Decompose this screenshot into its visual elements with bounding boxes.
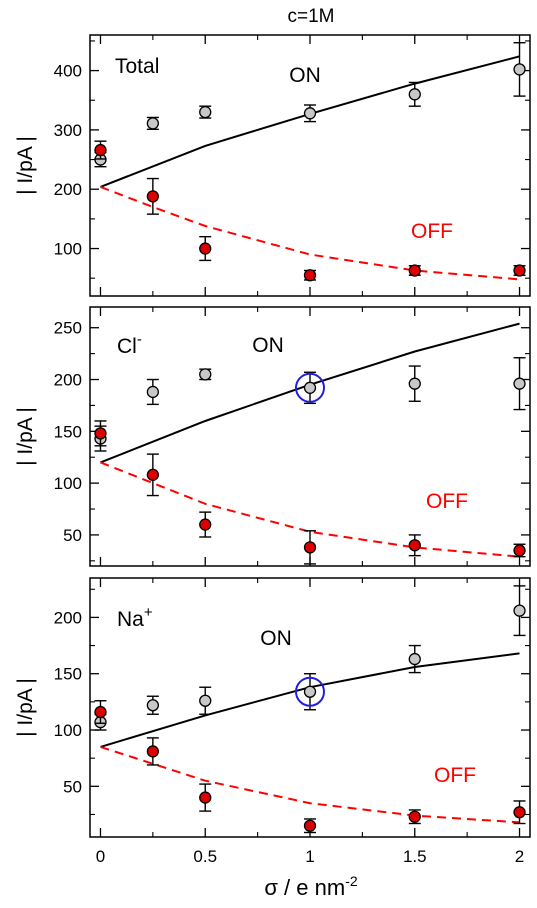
panel-1-y-tick-label: 100	[54, 240, 82, 259]
panel-3-y-tick-label: 100	[54, 721, 82, 740]
panel-1-y-tick-label: 200	[54, 180, 82, 199]
panel-2-on-data-point	[408, 377, 421, 390]
panel-1-off-data-point	[303, 269, 317, 282]
panel-1-y-axis-label: | I/pA |	[14, 136, 37, 195]
panel-3-panel-label-main: Na	[117, 608, 144, 631]
panel-1-panel-label: Total	[115, 55, 159, 78]
panel-3-panel-label-sup: +	[144, 604, 153, 621]
panel-3-panel-label: Na+	[117, 604, 153, 631]
panel-1-off-data-point	[408, 264, 421, 277]
panel-1-off-data-point	[94, 143, 107, 157]
panel-3-y-tick-label: 50	[63, 777, 82, 796]
panel-3-off-data-point	[146, 745, 160, 758]
panel-2-y-tick-label: 100	[54, 474, 82, 493]
panel-1-off-label: OFF	[411, 220, 453, 243]
panel-2-off-data-point	[94, 427, 107, 440]
panel-2-off-data-point	[199, 518, 212, 531]
panel-3-y-tick-label: 200	[54, 608, 82, 627]
panel-2-off-model-line	[100, 461, 520, 558]
x-axis-label-main: σ / e nm	[264, 875, 345, 900]
panel-3-off-data-point	[94, 705, 107, 719]
panel-1-y-tick-label: 300	[54, 121, 82, 140]
panel-2-on-data-point	[199, 368, 212, 381]
panel-2-off-data-point	[146, 468, 160, 481]
panel-2-off-data-point	[408, 539, 421, 552]
panel-2-panel-label-sup: -	[137, 331, 142, 348]
panel-3-on-data-point	[303, 685, 317, 698]
x-tick-label: 1	[305, 847, 314, 866]
panel-3: 0 0.5 1 1.5 2 50 100 150 200 | I/pA | Na+ ON OFF	[14, 577, 531, 866]
panel-2-highlight-circle	[295, 372, 325, 403]
panel-2-off-label: OFF	[426, 490, 468, 513]
x-tick-label: 0	[96, 847, 105, 866]
panel-3-off-data-point	[303, 819, 317, 832]
panel-3-highlight-circle	[295, 676, 325, 707]
panel-2-y-axis-label: | I/pA |	[14, 407, 37, 466]
panel-1-off-data-point	[146, 190, 160, 203]
panel-3-off-model-line	[100, 745, 520, 824]
panel-1-on-data-point	[408, 88, 421, 101]
figure-title: c=1M	[288, 6, 335, 27]
panel-1-panel-label-main: Total	[115, 55, 159, 78]
panel-3-on-label: ON	[260, 627, 292, 650]
panel-2-on-label: ON	[252, 334, 284, 357]
x-tick-label: 1.5	[403, 847, 427, 866]
panel-2-on-data-point	[513, 377, 526, 390]
panel-3-off-data-point	[513, 806, 526, 819]
panel-2-panel-label: Cl-	[117, 331, 142, 358]
panel-3-on-data-point	[199, 694, 212, 707]
panel-1-off-model-line	[100, 185, 520, 281]
panel-2: 50 100 150 200 250 | I/pA | Cl- ON OFF	[14, 306, 531, 567]
panel-1-on-data-point	[146, 117, 160, 130]
panel-2-panel-label-main: Cl	[117, 335, 137, 358]
panel-2-on-data-point	[303, 381, 317, 394]
panel-2-y-tick-label: 150	[54, 422, 82, 441]
panel-1-y-tick-label: 400	[54, 62, 82, 81]
x-tick-label: 2	[515, 847, 524, 866]
x-tick-label: 0.5	[193, 847, 217, 866]
panel-1-on-data-point	[513, 63, 526, 76]
panel-2-off-data-point	[303, 541, 317, 554]
panel-1-on-data-point	[199, 105, 212, 119]
panel-1-off-data-point	[513, 264, 526, 277]
panel-1-on-data-point	[303, 107, 317, 120]
panel-2-y-tick-label: 50	[63, 526, 82, 545]
panel-3-off-data-point	[199, 791, 212, 804]
panel-2-on-data-point	[146, 385, 160, 399]
panel-1-off-data-point	[199, 242, 212, 255]
panel-1: 100 200 300 400 | I/pA | Total ON OFF	[14, 34, 531, 297]
panel-2-y-tick-label: 250	[54, 319, 82, 338]
x-axis-label-exponent: -2	[345, 873, 358, 889]
x-axis-label: σ / e nm-2	[264, 873, 357, 900]
panel-3-on-data-point	[513, 604, 526, 617]
panel-3-on-data-point	[146, 699, 160, 712]
panel-2-off-data-point	[513, 544, 526, 557]
panel-3-y-tick-label: 150	[54, 665, 82, 684]
panel-3-y-axis-label: | I/pA |	[14, 678, 37, 737]
panel-1-on-label: ON	[289, 64, 321, 87]
panel-3-on-data-point	[408, 652, 421, 666]
panel-2-y-tick-label: 200	[54, 371, 82, 390]
panel-3-off-label: OFF	[434, 764, 476, 787]
panel-2-frame	[89, 306, 531, 567]
panel-3-off-data-point	[408, 810, 421, 823]
